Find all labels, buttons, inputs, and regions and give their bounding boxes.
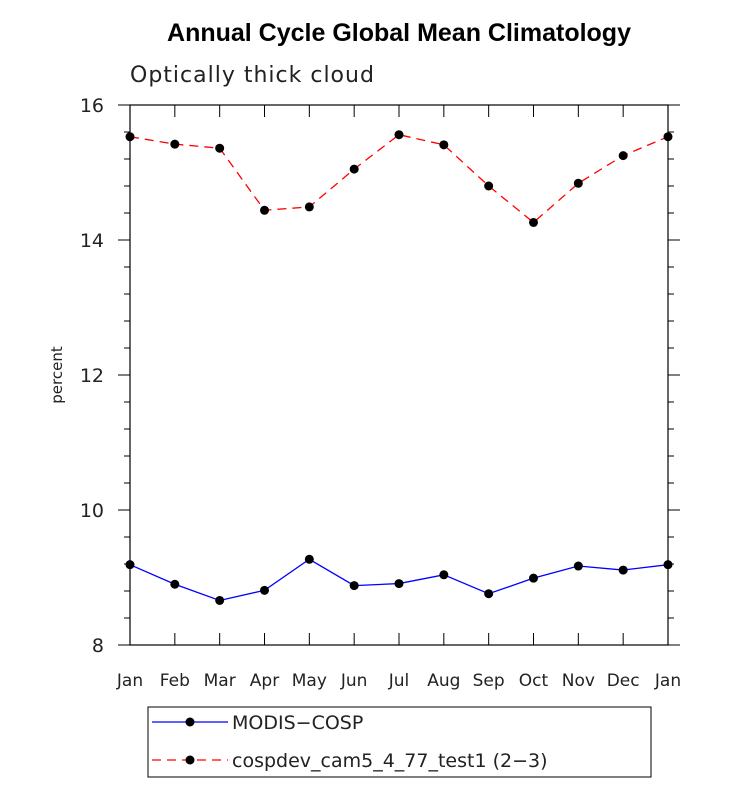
legend-box [147, 706, 652, 778]
x-tick-label: Mar [204, 671, 236, 691]
series-1-point [349, 581, 359, 591]
x-tick-label: Jan [116, 671, 143, 691]
series-2-point [484, 181, 494, 191]
series-2-point [304, 202, 314, 212]
series-2-point [618, 151, 628, 161]
y-axis-label: percent [48, 346, 66, 404]
series-2-point [215, 143, 225, 153]
series-2-point [260, 205, 269, 215]
x-tick-label: Oct [519, 671, 549, 691]
x-tick-label: Aug [427, 671, 460, 691]
legend-label-2: cospdev_cam5_4_77_test1 (2−3) [232, 750, 548, 772]
y-tick-label: 12 [80, 365, 104, 387]
x-tick-label: Feb [160, 671, 190, 691]
series-1-point [439, 570, 449, 580]
x-tick-label: Jun [340, 671, 368, 691]
legend-marker-2 [185, 755, 195, 765]
chart-title: Annual Cycle Global Mean Climatology [167, 19, 631, 47]
series-layer [125, 130, 673, 605]
series-2-point [573, 178, 583, 188]
series-1-point [573, 561, 583, 571]
series-1-point [663, 560, 673, 570]
axes-layer: Jan Feb Mar Apr May Jun Jul Aug Sep Oct Nov Dec Jan 8… [80, 95, 681, 691]
legend-marker-1 [185, 717, 195, 727]
x-tick-label: Jan [654, 671, 681, 691]
series-1-point [304, 554, 314, 564]
series-1-point [170, 579, 180, 589]
series-2-point [663, 132, 673, 142]
series-2-point [170, 139, 180, 149]
series-2-point [394, 130, 404, 140]
x-tick-label: Nov [562, 671, 595, 691]
series-1-point [484, 589, 494, 599]
series-2-point [349, 164, 359, 174]
y-tick-label: 8 [92, 635, 104, 657]
x-tick-label: Jul [388, 671, 410, 691]
x-tick-label: Sep [473, 671, 505, 691]
chart-subtitle: Optically thick cloud [130, 63, 375, 88]
x-tick-label: Apr [250, 671, 279, 691]
series-1-point [125, 560, 135, 570]
series-1-point [215, 595, 225, 605]
series-1-point [618, 565, 628, 575]
series-line-2 [129, 133, 669, 224]
x-tick-label: May [292, 671, 327, 691]
series-2-point [529, 217, 538, 227]
plot-frame [129, 104, 669, 646]
y-tick-label: 10 [80, 500, 104, 522]
legend-entry-2: cospdev_cam5_4_77_test1 (2−3) [152, 750, 548, 772]
legend-entry-1: MODIS−COSP [152, 712, 363, 734]
series-1-point [260, 585, 269, 595]
series-1-point [394, 579, 404, 589]
y-tick-label: 16 [80, 95, 104, 117]
series-1-point [529, 573, 538, 583]
series-2-point [125, 132, 135, 142]
y-tick-label: 14 [80, 230, 104, 252]
legend-label-1: MODIS−COSP [232, 712, 363, 734]
series-2-point [439, 140, 449, 150]
legend: MODIS−COSP cospdev_cam5_4_77_test1 (2−3) [147, 706, 652, 778]
x-tick-label: Dec [607, 671, 640, 691]
